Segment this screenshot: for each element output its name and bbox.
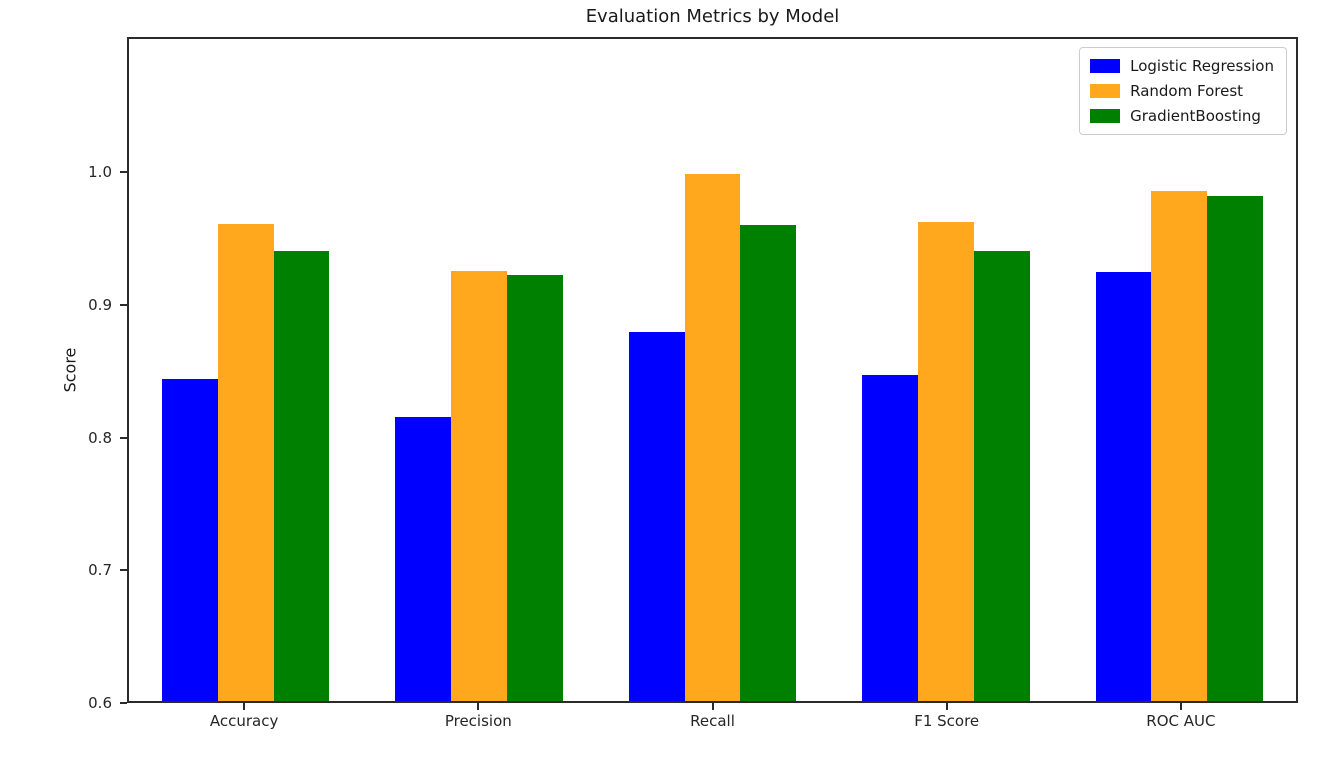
x-tick-mark <box>477 703 480 710</box>
y-tick-mark <box>120 303 127 306</box>
y-tick-mark <box>120 171 127 174</box>
bar-random-forest-f1-score <box>918 222 974 701</box>
x-tick-label: Precision <box>444 712 512 730</box>
x-tick-mark <box>1179 703 1182 710</box>
bar-random-forest-precision <box>451 271 507 701</box>
bar-logistic-regression-f1-score <box>862 375 919 701</box>
legend-item-logistic-regression: Logistic Regression <box>1090 57 1274 75</box>
bar-logistic-regression-precision <box>395 417 452 701</box>
y-tick-mark <box>120 702 127 704</box>
bar-gradientboosting-precision <box>507 275 563 701</box>
bar-gradientboosting-accuracy <box>273 251 330 701</box>
bar-group-f1-score <box>829 39 1062 701</box>
plot-area: Logistic Regression Random Forest Gradient… <box>127 37 1298 703</box>
bar-group-precision <box>362 39 595 701</box>
bar-gradientboosting-recall <box>740 224 797 701</box>
bar-gradientboosting-roc-auc <box>1207 195 1263 701</box>
legend-item-random-forest: Random Forest <box>1090 82 1274 100</box>
y-tick-mark <box>120 436 127 439</box>
legend-label: Logistic Regression <box>1130 57 1274 75</box>
y-tick-label: 0.6 <box>88 694 112 712</box>
bars-layer <box>129 39 1296 701</box>
x-tick-label: ROC AUC <box>1146 712 1216 730</box>
bar-logistic-regression-accuracy <box>162 379 218 701</box>
x-tick-label: F1 Score <box>914 712 980 730</box>
bar-logistic-regression-roc-auc <box>1095 272 1152 701</box>
x-tick-mark <box>945 703 948 710</box>
legend-item-gradientboosting: GradientBoosting <box>1090 107 1274 125</box>
y-axis-label: Score <box>60 347 80 393</box>
y-tick-label: 0.7 <box>88 561 112 580</box>
y-tick-mark <box>120 569 127 572</box>
bar-group-accuracy <box>129 39 362 701</box>
y-tick-label: 0.9 <box>88 295 112 314</box>
x-tick-label: Recall <box>690 712 735 730</box>
y-tick-label: 0.8 <box>88 428 112 447</box>
bar-random-forest-roc-auc <box>1151 190 1208 701</box>
bar-random-forest-accuracy <box>217 223 274 701</box>
bar-group-recall <box>596 39 829 701</box>
x-tick-mark <box>243 703 246 710</box>
y-tick-label: 1.0 <box>88 163 112 182</box>
bar-random-forest-recall <box>684 173 741 701</box>
legend: Logistic Regression Random Forest Gradient… <box>1079 47 1287 135</box>
legend-swatch <box>1090 84 1121 98</box>
legend-label: Random Forest <box>1130 82 1244 100</box>
legend-swatch <box>1090 59 1121 73</box>
bar-logistic-regression-recall <box>628 331 685 701</box>
bar-group-roc-auc <box>1063 39 1296 701</box>
legend-label: GradientBoosting <box>1130 107 1261 125</box>
x-tick-mark <box>711 703 714 710</box>
legend-swatch <box>1090 109 1121 123</box>
chart-title: Evaluation Metrics by Model <box>585 6 840 27</box>
bar-gradientboosting-f1-score <box>973 251 1030 701</box>
x-tick-label: Accuracy <box>209 712 279 730</box>
